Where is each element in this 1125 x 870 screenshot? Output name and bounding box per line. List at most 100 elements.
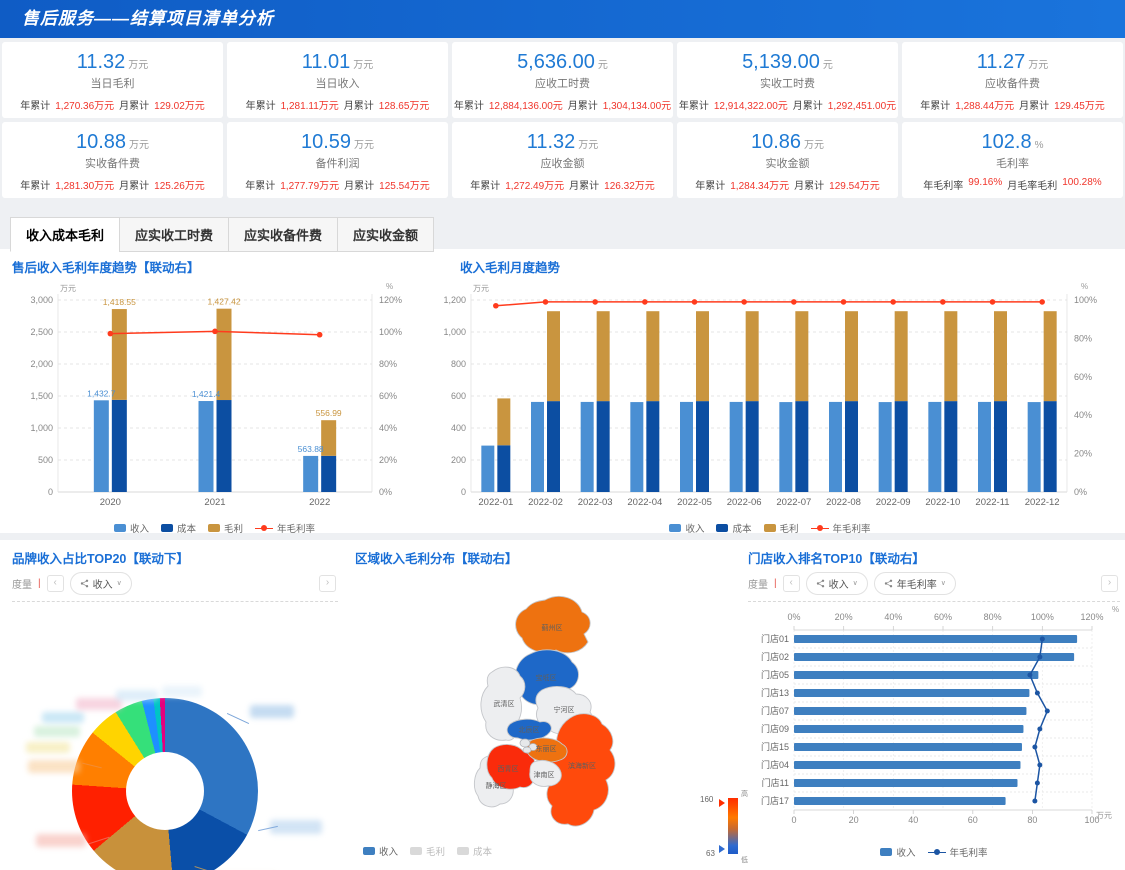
store-rate-point[interactable] bbox=[1044, 708, 1050, 714]
legend-item[interactable]: 成本 bbox=[457, 844, 492, 858]
yearly-chart[interactable]: 0 500 1,000 1,500 2,000 2,500 3,000 0% 20% 40% 60%… bbox=[12, 276, 417, 516]
bar-profit[interactable] bbox=[497, 398, 511, 446]
map-region-city-center[interactable] bbox=[519, 738, 531, 748]
bar-cost[interactable] bbox=[547, 401, 560, 492]
store-rate-point[interactable] bbox=[1039, 636, 1045, 642]
bar-profit[interactable] bbox=[547, 311, 560, 402]
tab-应实收备件费[interactable]: 应实收备件费 bbox=[228, 217, 339, 252]
rate-point[interactable] bbox=[1039, 299, 1045, 305]
bar-income[interactable] bbox=[531, 401, 544, 492]
bar-income[interactable] bbox=[93, 400, 109, 492]
bar-cost[interactable] bbox=[994, 401, 1007, 492]
rate-point[interactable] bbox=[940, 299, 946, 305]
store-rate-point[interactable] bbox=[1032, 744, 1038, 750]
bar-cost[interactable] bbox=[111, 399, 127, 492]
rate-point[interactable] bbox=[989, 299, 996, 305]
store-rate-point[interactable] bbox=[1037, 762, 1043, 768]
rate-point[interactable] bbox=[316, 331, 323, 338]
bar-income[interactable] bbox=[198, 401, 214, 492]
kpi-card[interactable]: 11.01 万元 当日收入 年累计 1,281.11万元 月累计 128.65万元 bbox=[227, 42, 448, 118]
bar-store-income[interactable] bbox=[794, 761, 1021, 769]
bar-income[interactable] bbox=[978, 401, 991, 492]
measure-pill[interactable]: 年毛利率 ∨ bbox=[873, 571, 956, 595]
chevron-right-icon[interactable]: › bbox=[1101, 575, 1118, 592]
map-region-city-center[interactable] bbox=[522, 746, 532, 754]
legend-item[interactable]: 毛利 bbox=[763, 521, 799, 535]
bar-income[interactable] bbox=[928, 401, 942, 492]
bar-profit[interactable] bbox=[596, 311, 610, 402]
scale-min-handle[interactable] bbox=[719, 845, 725, 853]
bar-store-income[interactable] bbox=[794, 635, 1078, 643]
bar-income[interactable] bbox=[878, 402, 892, 492]
kpi-card[interactable]: 102.8% 毛利率 年毛利率 99.16% 月毛率毛利 100.28% bbox=[902, 122, 1123, 198]
store-rate-line[interactable] bbox=[1029, 638, 1049, 802]
kpi-card[interactable]: 5,139.00 元实收工时费 年累计 12,914,322.00元 月累计 1,292,… bbox=[677, 42, 898, 118]
store-rate-point[interactable] bbox=[1032, 798, 1038, 804]
bar-cost[interactable] bbox=[321, 455, 337, 492]
bar-cost[interactable] bbox=[646, 401, 660, 492]
bar-cost[interactable] bbox=[944, 401, 958, 492]
rate-point[interactable] bbox=[642, 299, 648, 305]
bar-store-income[interactable] bbox=[794, 743, 1022, 751]
bar-cost[interactable] bbox=[894, 401, 908, 492]
bar-income[interactable] bbox=[729, 401, 743, 492]
bar-income[interactable] bbox=[829, 401, 842, 492]
rate-point[interactable] bbox=[840, 299, 847, 305]
store-rate-point[interactable] bbox=[1027, 672, 1033, 678]
scale-max-handle[interactable] bbox=[719, 799, 725, 807]
region-map[interactable]: 蓟州区 宝坻区 武清区 宁河区 滨海新区 静海区 西青区 北辰区 东丽区 津南区 bbox=[430, 590, 670, 847]
map-legend[interactable]: 收入 毛利 成本 bbox=[363, 844, 492, 858]
bar-income[interactable] bbox=[680, 401, 693, 492]
measure-pill[interactable]: 收入 ∨ bbox=[69, 571, 132, 595]
bar-cost[interactable] bbox=[845, 401, 858, 492]
legend-item[interactable]: 收入 bbox=[363, 844, 398, 858]
bar-profit[interactable] bbox=[994, 311, 1007, 402]
bar-cost[interactable] bbox=[795, 401, 809, 492]
bar-income[interactable] bbox=[1027, 402, 1041, 492]
kpi-card[interactable]: 10.88 万元 实收备件费 年累计 1,281.30万元 月累计 125.26万元 bbox=[2, 122, 223, 198]
bar-cost[interactable] bbox=[745, 401, 759, 492]
rate-point[interactable] bbox=[791, 299, 797, 305]
bar-profit[interactable] bbox=[696, 311, 709, 402]
bar-profit[interactable] bbox=[111, 309, 127, 400]
kpi-card[interactable]: 5,636.00 元应收工时费 年累计 12,884,136.00元 月累计 1,304,… bbox=[452, 42, 673, 118]
rate-point[interactable] bbox=[741, 299, 747, 305]
measure-pill[interactable]: 收入 ∨ bbox=[805, 571, 868, 595]
rate-point[interactable] bbox=[212, 328, 218, 335]
bar-income[interactable] bbox=[779, 402, 793, 492]
bar-store-income[interactable] bbox=[794, 707, 1027, 715]
rate-point[interactable] bbox=[542, 299, 549, 305]
bar-store-income[interactable] bbox=[794, 725, 1024, 733]
bar-profit[interactable] bbox=[795, 311, 809, 402]
legend-item[interactable]: 年毛利率 bbox=[927, 845, 988, 859]
bar-store-income[interactable] bbox=[794, 671, 1039, 679]
map-region-津南区[interactable] bbox=[529, 759, 562, 787]
bar-cost[interactable] bbox=[596, 401, 610, 492]
legend-item[interactable]: 成本 bbox=[716, 521, 752, 535]
rate-line[interactable] bbox=[495, 301, 1043, 307]
tab-收入成本毛利[interactable]: 收入成本毛利 bbox=[10, 217, 121, 252]
bar-income[interactable] bbox=[481, 445, 495, 492]
bar-profit[interactable] bbox=[1043, 311, 1057, 402]
store-rate-point[interactable] bbox=[1034, 780, 1040, 786]
bar-store-income[interactable] bbox=[794, 779, 1018, 787]
bar-profit[interactable] bbox=[321, 420, 337, 456]
map-region-蓟州区[interactable] bbox=[515, 596, 591, 654]
bar-store-income[interactable] bbox=[794, 653, 1075, 661]
chevron-right-icon[interactable]: › bbox=[319, 575, 336, 592]
color-scale[interactable]: 160 63 高 低 bbox=[698, 791, 753, 867]
bar-income[interactable] bbox=[303, 455, 319, 492]
map-region-北辰区[interactable] bbox=[506, 718, 552, 741]
bar-profit[interactable] bbox=[845, 311, 858, 402]
rate-point[interactable] bbox=[493, 302, 499, 309]
legend-item[interactable]: 毛利 bbox=[410, 844, 445, 858]
chevron-left-icon[interactable]: ‹ bbox=[782, 574, 800, 592]
tab-应实收工时费[interactable]: 应实收工时费 bbox=[119, 217, 230, 252]
legend-item[interactable]: 年毛利率 bbox=[810, 521, 871, 535]
kpi-card[interactable]: 11.32 万元 当日毛利 年累计 1,270.36万元 月累计 129.02万元 bbox=[2, 42, 223, 118]
tab-应实收金额[interactable]: 应实收金额 bbox=[337, 217, 435, 252]
rate-point[interactable] bbox=[890, 299, 896, 305]
bar-store-income[interactable] bbox=[794, 797, 1006, 805]
map-region-西青区[interactable] bbox=[486, 744, 536, 790]
bar-cost[interactable] bbox=[1043, 401, 1057, 492]
